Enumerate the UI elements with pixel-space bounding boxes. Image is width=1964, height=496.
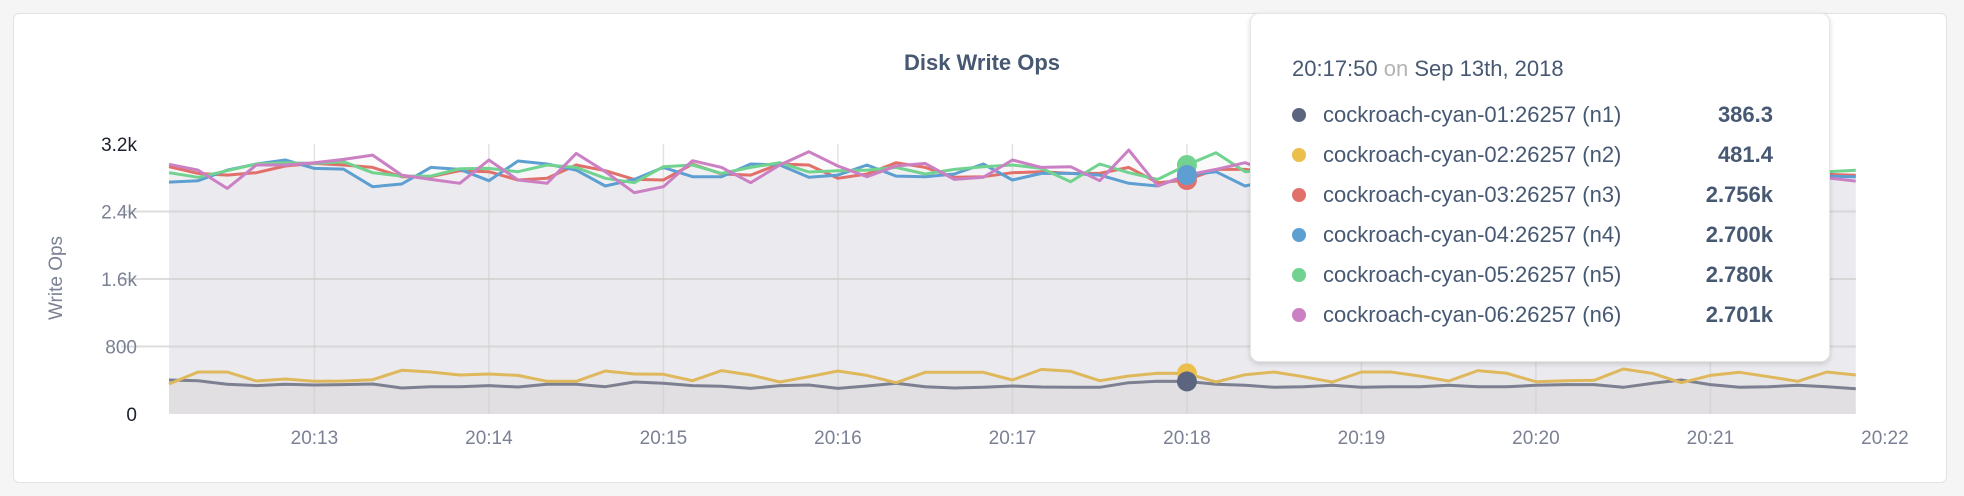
hover-marker-n1 <box>1176 371 1197 392</box>
hover-tooltip: 20:17:50 on Sep 13th, 2018 cockroach-cya… <box>1250 13 1830 362</box>
tooltip-row: cockroach-cyan-04:26257 (n4) 2.700k <box>1251 220 1829 250</box>
tooltip-series-value: 386.3 <box>1717 102 1773 127</box>
tooltip-date: Sep 13th, 2018 <box>1414 56 1564 81</box>
tooltip-series-name: cockroach-cyan-04:26257 (n4) <box>1323 222 1622 247</box>
series-line-n2 <box>168 367 1856 386</box>
tooltip-row: cockroach-cyan-05:26257 (n5) 2.780k <box>1251 260 1829 290</box>
x-tick-label: 20:22 <box>1861 428 1909 449</box>
series-dot-icon <box>1292 188 1306 202</box>
tooltip-series-name: cockroach-cyan-02:26257 (n2) <box>1323 142 1622 167</box>
chart-title: Disk Write Ops <box>903 50 1061 75</box>
x-tick-label: 20:16 <box>814 428 862 449</box>
y-axis-ticks: 0 800 1.6k 2.4k 3.2k <box>101 135 137 426</box>
x-tick-label: 20:20 <box>1512 428 1560 449</box>
series-dot-icon <box>1292 268 1306 282</box>
y-tick-label: 2.4k <box>101 203 137 224</box>
tooltip-series-value: 2.700k <box>1705 222 1773 247</box>
series-line-n1 <box>168 378 1856 391</box>
x-tick-label: 20:14 <box>465 428 513 449</box>
tooltip-series-name: cockroach-cyan-01:26257 (n1) <box>1323 102 1622 127</box>
y-tick-label: 3.2k <box>101 135 137 156</box>
tooltip-row: cockroach-cyan-03:26257 (n3) 2.756k <box>1251 180 1829 210</box>
series-dot-icon <box>1292 228 1306 242</box>
x-axis-ticks: 20:13 20:14 20:15 20:16 20:17 20:18 20:19 20:20… <box>291 428 1909 449</box>
y-tick-label: 0 <box>126 405 137 426</box>
tooltip-series-value: 2.780k <box>1705 262 1773 287</box>
hover-markers <box>1176 155 1197 392</box>
tooltip-series-value: 2.701k <box>1705 302 1773 327</box>
y-tick-label: 1.6k <box>101 270 137 291</box>
tooltip-series-value: 2.756k <box>1705 182 1773 207</box>
x-tick-label: 20:13 <box>291 428 339 449</box>
series-dot-icon <box>1292 108 1306 122</box>
tooltip-time: 20:17:50 <box>1292 56 1378 81</box>
tooltip-series-name: cockroach-cyan-03:26257 (n3) <box>1323 182 1622 207</box>
tooltip-series-value: 481.4 <box>1717 142 1773 167</box>
x-tick-label: 20:18 <box>1163 428 1211 449</box>
tooltip-row: cockroach-cyan-02:26257 (n2) 481.4 <box>1251 140 1829 170</box>
tooltip-series-name: cockroach-cyan-06:26257 (n6) <box>1323 302 1622 327</box>
y-tick-label: 800 <box>105 338 137 359</box>
x-tick-label: 20:15 <box>640 428 688 449</box>
series-dot-icon <box>1292 148 1306 162</box>
tooltip-row: cockroach-cyan-06:26257 (n6) 2.701k <box>1251 300 1829 330</box>
hover-marker-n4 <box>1176 165 1197 186</box>
tooltip-row: cockroach-cyan-01:26257 (n1) 386.3 <box>1251 100 1829 130</box>
tooltip-timestamp: 20:17:50 on Sep 13th, 2018 <box>1292 56 1564 82</box>
series-dot-icon <box>1292 308 1306 322</box>
tooltip-series-name: cockroach-cyan-05:26257 (n5) <box>1323 262 1622 287</box>
y-axis-label: Write Ops <box>46 236 67 320</box>
x-tick-label: 20:21 <box>1687 428 1735 449</box>
x-tick-label: 20:17 <box>989 428 1037 449</box>
tooltip-on: on <box>1383 56 1409 81</box>
x-tick-label: 20:19 <box>1338 428 1386 449</box>
